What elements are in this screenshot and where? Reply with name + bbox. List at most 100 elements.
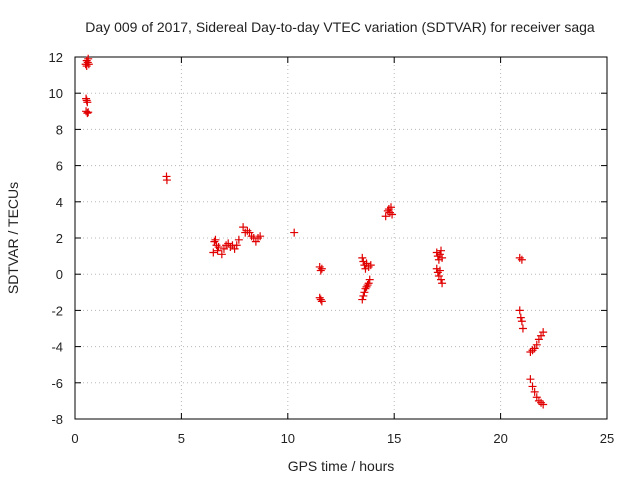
data-point [84,108,93,117]
data-point [224,239,233,248]
data-point [530,344,539,353]
y-tick-label: -6 [51,376,63,391]
data-point [256,232,265,241]
x-tick-label: 20 [493,431,507,446]
data-point [316,295,325,304]
grid-lines [75,57,607,419]
y-tick-label: 8 [56,122,63,137]
data-point [315,293,324,302]
data-point [230,244,239,253]
data-point [438,253,447,262]
data-point [234,235,243,244]
data-point [437,246,446,255]
data-point [358,295,367,304]
y-tick-label: 4 [56,195,63,210]
data-point [517,255,526,264]
data-point [245,228,254,237]
data-point [518,324,527,333]
data-point [251,237,260,246]
x-tick-label: 25 [600,431,614,446]
data-point [359,291,368,300]
data-point [360,288,369,297]
data-point [219,244,228,253]
data-point [530,387,539,396]
data-point [381,212,390,221]
data-point [532,393,541,402]
x-tick-label: 5 [178,431,185,446]
data-point [226,243,235,252]
x-tick-label: 0 [71,431,78,446]
data-point [438,279,447,288]
data-point [539,328,548,337]
data-point [387,203,396,212]
y-tick-label: 0 [56,267,63,282]
data-point [517,317,526,326]
data-point [217,250,226,259]
data-point [82,62,91,71]
data-point [537,331,546,340]
data-point [435,266,444,275]
y-tick-label: 6 [56,159,63,174]
data-point [317,297,326,306]
data-point [364,279,373,288]
data-point [526,348,535,357]
y-tick-label: -8 [51,412,63,427]
data-point [212,241,221,250]
data-point [516,313,525,322]
x-axis-label: GPS time / hours [288,458,395,474]
data-point [213,246,222,255]
x-tick-label: 10 [281,431,295,446]
data-point [433,268,442,277]
y-tick-label: 12 [49,50,63,65]
data-point [210,237,219,246]
y-tick-label: -4 [51,340,63,355]
x-tick-label: 15 [387,431,401,446]
data-point [316,266,325,275]
data-point [211,235,220,244]
y-tick-label: 10 [49,86,63,101]
data-point [437,275,446,284]
data-point [162,176,171,185]
data-point [317,264,326,273]
data-point [243,226,252,235]
chart-title: Day 009 of 2017, Sidereal Day-to-day VTE… [85,19,595,35]
y-tick-label: -2 [51,303,63,318]
data-point [534,396,543,405]
data-point [528,346,537,355]
data-point [528,382,537,391]
data-point [362,282,371,291]
y-tick-label: 2 [56,231,63,246]
data-point [515,306,524,315]
data-point [534,335,543,344]
data-point [532,340,541,349]
data-point [214,243,223,252]
data-point [315,262,324,271]
data-point [254,234,263,242]
data-point [388,210,397,219]
data-point [365,275,374,284]
data-point [84,54,93,63]
data-point [515,253,524,262]
data-point [434,272,443,281]
data-point [539,400,548,409]
data-point [83,98,92,107]
plot-frame [74,56,608,420]
data-point [537,398,546,407]
data-point [247,232,256,241]
data-point [363,281,372,290]
data-point [358,253,367,262]
data-points [81,54,548,409]
y-axis-label: SDTVAR / TECUs [5,182,21,294]
data-point [209,248,218,257]
data-point [366,261,375,270]
data-point [385,208,394,217]
data-point [82,94,91,103]
data-point [82,96,91,105]
data-point [290,228,299,237]
data-point [526,375,535,384]
data-point [239,223,248,232]
data-point [82,107,91,116]
data-point [232,241,241,250]
data-point [83,109,92,118]
